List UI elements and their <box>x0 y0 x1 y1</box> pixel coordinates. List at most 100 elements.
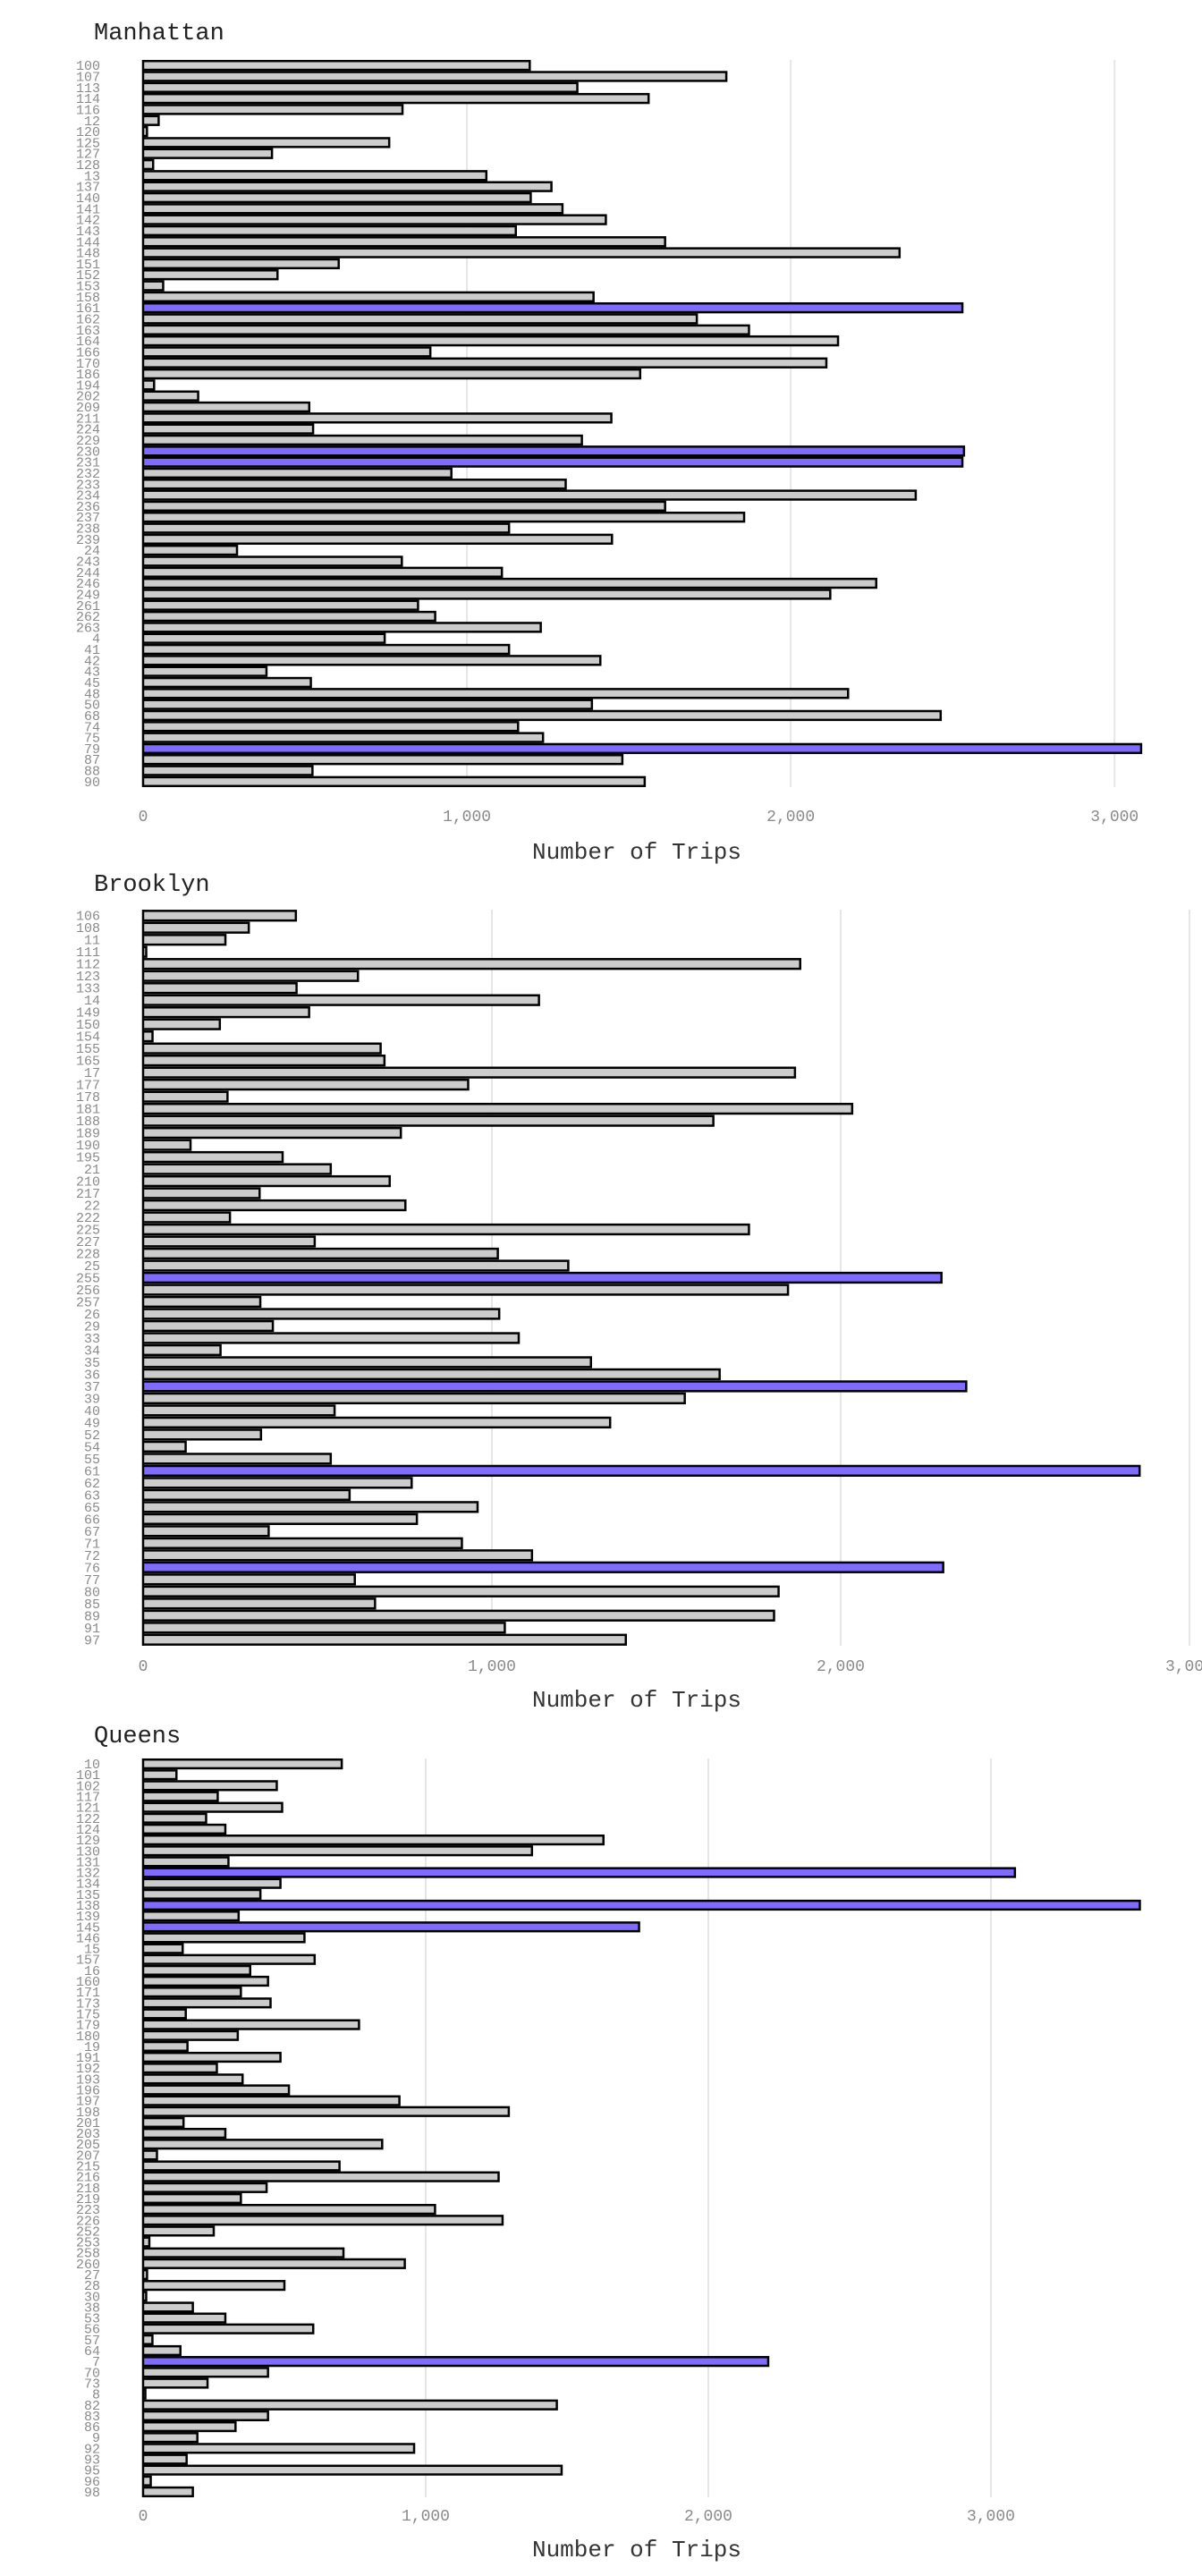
x-axis-title: Number of Trips <box>532 1687 741 1714</box>
bar <box>141 2095 401 2106</box>
y-tick-label: 66 <box>84 1513 100 1528</box>
bar <box>141 313 698 325</box>
y-tick-label: 95 <box>84 2464 100 2479</box>
bar <box>141 2464 563 2476</box>
y-tick-label: 72 <box>84 1549 100 1564</box>
bar-highlighted <box>141 742 1143 755</box>
y-tick-label: 224 <box>76 423 100 438</box>
bar <box>141 1964 252 1976</box>
x-tick-label: 3,000 <box>1090 809 1139 826</box>
bar <box>141 92 650 105</box>
bar <box>141 1769 178 1781</box>
y-tick-label: 92 <box>84 2442 100 2457</box>
y-tick-label: 229 <box>76 434 100 449</box>
bar <box>141 566 504 578</box>
panel-brooklyn: Brooklyn01,0002,0003,0001061081111111212… <box>76 872 1202 1714</box>
bar <box>141 589 832 600</box>
bar <box>141 2486 194 2498</box>
bar <box>141 555 403 567</box>
y-tick-label: 24 <box>84 544 100 559</box>
y-tick-label: 253 <box>76 2236 100 2251</box>
y-tick-label: 67 <box>84 1525 100 1540</box>
y-tick-label: 76 <box>84 1561 100 1576</box>
bar <box>141 1845 534 1857</box>
y-tick-label: 190 <box>76 1139 100 1154</box>
bar <box>141 1525 270 1538</box>
bar <box>141 1834 605 1846</box>
y-tick-label: 13 <box>84 169 100 184</box>
y-tick-label: 225 <box>76 1224 100 1239</box>
bar <box>141 643 511 656</box>
bar <box>141 2323 315 2334</box>
y-tick-label: 138 <box>76 1899 100 1914</box>
bar <box>141 346 432 358</box>
y-tick-label: 256 <box>76 1284 100 1299</box>
y-tick-label: 217 <box>76 1187 100 1202</box>
bar <box>141 2312 227 2324</box>
y-tick-label: 27 <box>84 2268 100 2284</box>
y-tick-label: 257 <box>76 1295 100 1310</box>
y-tick-label: 227 <box>76 1235 100 1250</box>
bar <box>141 610 436 623</box>
y-tick-label: 19 <box>84 2040 100 2055</box>
bar <box>141 732 545 743</box>
bar <box>141 1319 275 1333</box>
y-tick-label: 86 <box>84 2420 100 2436</box>
bar <box>141 1223 750 1236</box>
y-tick-label: 49 <box>84 1416 100 1431</box>
bar <box>141 191 532 204</box>
bar <box>141 754 624 766</box>
y-tick-label: 114 <box>76 92 100 107</box>
y-tick-label: 107 <box>76 70 100 85</box>
bar <box>141 357 828 369</box>
y-tick-label: 151 <box>76 258 100 273</box>
y-tick-label: 9 <box>92 2431 100 2446</box>
bar <box>141 775 647 788</box>
bar <box>141 1199 407 1212</box>
x-tick-label: 1,000 <box>468 1658 516 1676</box>
bar <box>141 1758 343 1770</box>
y-tick-label: 226 <box>76 2214 100 2229</box>
y-tick-label: 112 <box>76 958 100 973</box>
y-tick-label: 53 <box>84 2312 100 2327</box>
y-tick-label: 205 <box>76 2138 100 2153</box>
bar <box>141 500 666 513</box>
bar <box>141 1295 262 1309</box>
y-tick-label: 45 <box>84 676 100 691</box>
x-tick-label: 2,000 <box>684 2508 732 2526</box>
y-tick-label: 88 <box>84 765 100 780</box>
y-tick-label: 120 <box>76 125 100 140</box>
bar <box>141 2203 436 2216</box>
y-tick-label: 218 <box>76 2182 100 2197</box>
bar <box>141 2182 268 2193</box>
bar <box>141 1055 386 1067</box>
bar <box>141 1943 184 1954</box>
bar <box>141 765 314 776</box>
bar <box>141 688 850 699</box>
panel-title: Manhattan <box>94 21 224 47</box>
bar <box>141 71 728 82</box>
y-tick-label: 41 <box>84 643 100 658</box>
bar <box>141 1163 333 1175</box>
bar <box>141 1585 780 1597</box>
y-tick-label: 74 <box>84 720 100 735</box>
bar <box>141 655 602 666</box>
bar <box>141 1284 790 1296</box>
y-tick-label: 130 <box>76 1844 100 1860</box>
bar <box>141 137 391 148</box>
y-tick-label: 189 <box>76 1127 100 1142</box>
bar <box>141 291 595 303</box>
y-tick-label: 249 <box>76 588 100 603</box>
bar <box>141 1477 413 1489</box>
bar <box>141 1801 284 1813</box>
y-tick-label: 89 <box>84 1609 100 1624</box>
y-tick-label: 178 <box>76 1090 100 1106</box>
y-tick-label: 100 <box>76 59 100 74</box>
y-tick-label: 96 <box>84 2475 100 2490</box>
bar <box>141 1042 382 1055</box>
y-tick-label: 145 <box>76 1920 100 1936</box>
bar <box>141 599 419 611</box>
y-tick-label: 160 <box>76 1975 100 1990</box>
y-tick-label: 116 <box>76 103 100 118</box>
y-tick-label: 215 <box>76 2160 100 2175</box>
